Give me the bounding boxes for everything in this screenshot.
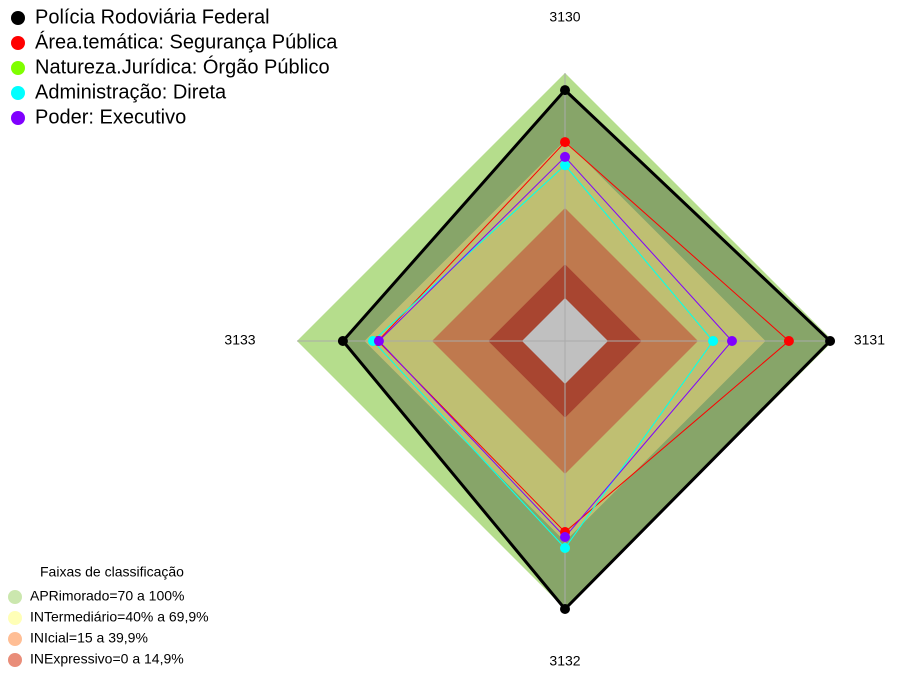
series-point (726, 336, 737, 346)
legend-label: INExpressivo=0 a 14,9% (30, 651, 184, 667)
series-point (337, 336, 348, 346)
legend-label: INTermediário=40% a 69,9% (30, 609, 209, 625)
legend-marker (11, 61, 25, 75)
legend-marker (11, 86, 25, 100)
legend-label: Poder: Executivo (35, 106, 186, 128)
series-point (783, 336, 794, 346)
legend-marker (11, 36, 25, 50)
legend-marker (8, 653, 22, 667)
legend-label: Área.temática: Segurança Pública (35, 30, 338, 53)
legend-label: INIcial=15 a 39,9% (30, 630, 148, 646)
axis-label: 3132 (549, 653, 580, 669)
bands-title: Faixas de classificação (40, 564, 184, 580)
series-point (560, 85, 570, 96)
legend-marker (8, 611, 22, 625)
legend-marker (11, 11, 25, 25)
series-point (560, 604, 570, 614)
legend-label: Polícia Rodoviária Federal (35, 6, 270, 28)
legend-label: APRimorado=70 a 100% (30, 588, 185, 604)
series-point (560, 160, 570, 171)
series-point (560, 531, 570, 542)
legend-marker (8, 632, 22, 646)
legend-marker (8, 590, 22, 604)
series-point (560, 137, 570, 148)
series-point (560, 151, 570, 162)
legend-label: Natureza.Jurídica: Órgão Público (35, 55, 330, 78)
legend-label: Administração: Direta (35, 81, 227, 103)
series-point (708, 336, 719, 346)
axis-label: 3131 (854, 332, 885, 348)
series-point (373, 336, 384, 346)
series-point (560, 543, 570, 554)
axis-label: 3130 (549, 9, 580, 25)
series-point (825, 336, 836, 346)
axis-label: 3133 (224, 332, 255, 348)
legend-marker (11, 111, 25, 125)
